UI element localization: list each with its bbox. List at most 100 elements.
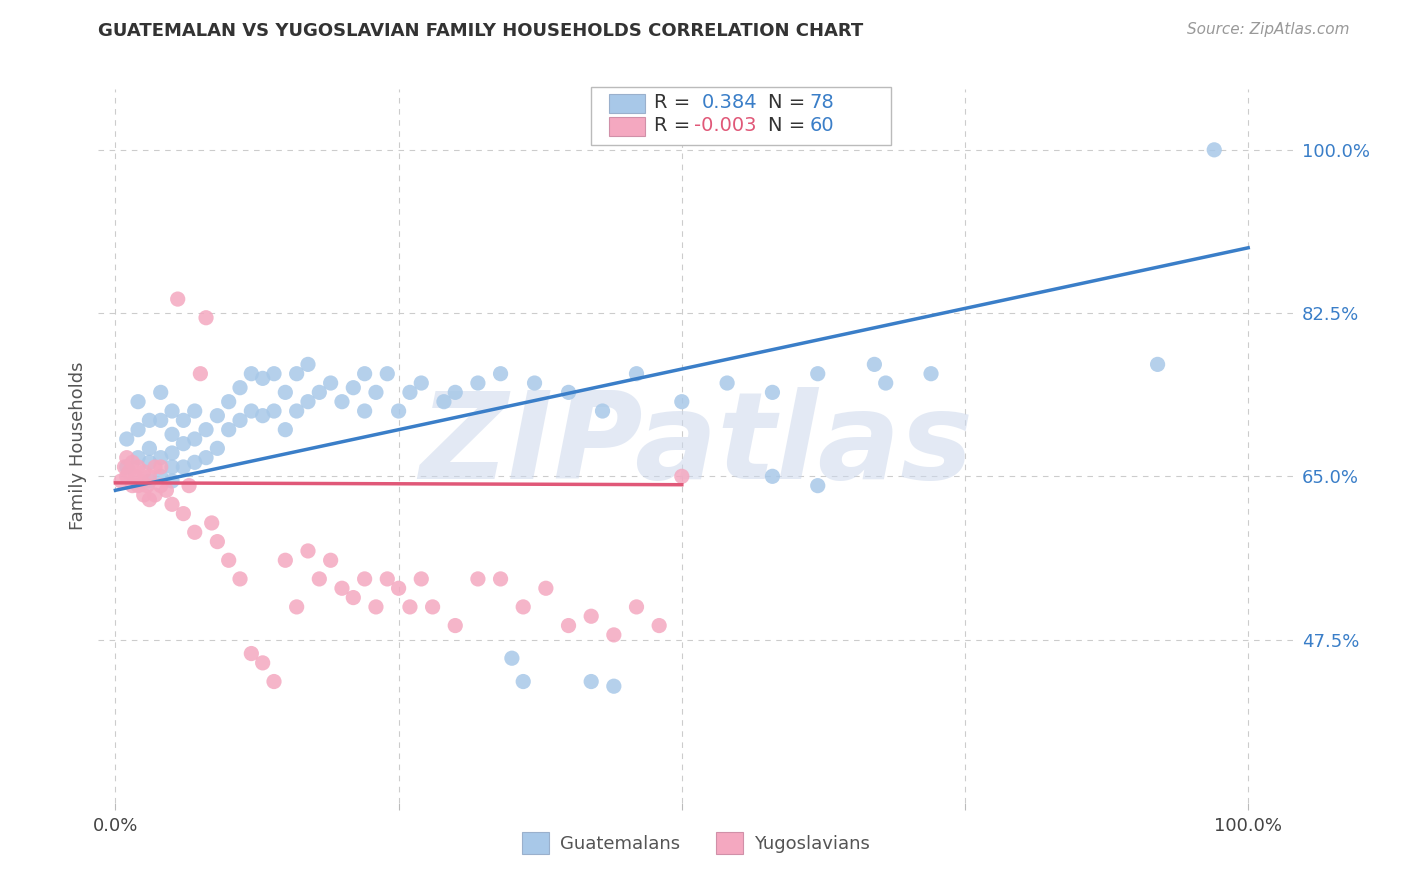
Point: [1146, 357, 1168, 371]
Point: [121, 478, 143, 492]
Point: [183, 455, 205, 469]
Point: [132, 465, 155, 479]
Point: [285, 367, 308, 381]
Point: [603, 628, 626, 642]
Point: [807, 478, 830, 492]
Point: [149, 469, 172, 483]
Point: [114, 460, 136, 475]
Text: 78: 78: [810, 93, 834, 112]
Point: [143, 460, 166, 475]
Point: [127, 460, 149, 475]
Point: [115, 460, 138, 475]
Point: [671, 469, 693, 483]
Point: [342, 381, 364, 395]
Point: [297, 394, 319, 409]
Point: [110, 474, 132, 488]
Point: [716, 376, 738, 390]
Y-axis label: Family Households: Family Households: [69, 362, 87, 530]
Point: [579, 609, 602, 624]
Point: [207, 409, 229, 423]
Point: [118, 465, 141, 479]
Point: [489, 572, 512, 586]
Point: [177, 478, 200, 492]
Point: [422, 599, 444, 614]
FancyBboxPatch shape: [609, 95, 644, 112]
Point: [411, 572, 433, 586]
Point: [467, 376, 489, 390]
Point: [364, 599, 387, 614]
Point: [297, 544, 319, 558]
Point: [229, 572, 252, 586]
Point: [138, 413, 160, 427]
Point: [399, 385, 422, 400]
Text: -0.003: -0.003: [693, 116, 756, 135]
Text: 60: 60: [810, 116, 834, 135]
Point: [183, 404, 205, 418]
Point: [364, 385, 387, 400]
Point: [127, 423, 149, 437]
Point: [319, 553, 342, 567]
Point: [155, 483, 177, 498]
Text: R =: R =: [654, 116, 690, 135]
Point: [353, 367, 375, 381]
Point: [671, 394, 693, 409]
Point: [1204, 143, 1226, 157]
Point: [207, 442, 229, 456]
Point: [285, 599, 308, 614]
Point: [375, 572, 398, 586]
Point: [399, 599, 422, 614]
Point: [388, 581, 411, 595]
Point: [160, 460, 183, 475]
Point: [297, 357, 319, 371]
Point: [263, 674, 285, 689]
Text: ZIPatlas: ZIPatlas: [419, 387, 973, 505]
Point: [512, 599, 534, 614]
Point: [512, 674, 534, 689]
Point: [121, 455, 143, 469]
Point: [138, 474, 160, 488]
Point: [149, 450, 172, 465]
FancyBboxPatch shape: [591, 87, 891, 145]
Point: [761, 469, 783, 483]
Legend: Guatemalans, Yugoslavians: Guatemalans, Yugoslavians: [515, 825, 877, 862]
Point: [160, 474, 183, 488]
Point: [207, 534, 229, 549]
Point: [127, 394, 149, 409]
Point: [592, 404, 614, 418]
Point: [330, 394, 353, 409]
Point: [138, 492, 160, 507]
Point: [149, 478, 172, 492]
Point: [240, 367, 263, 381]
Point: [115, 432, 138, 446]
Point: [160, 404, 183, 418]
Point: [183, 432, 205, 446]
Point: [489, 367, 512, 381]
Point: [411, 376, 433, 390]
Point: [229, 413, 252, 427]
Point: [143, 488, 166, 502]
Point: [149, 413, 172, 427]
Point: [252, 656, 274, 670]
Point: [125, 469, 148, 483]
Text: GUATEMALAN VS YUGOSLAVIAN FAMILY HOUSEHOLDS CORRELATION CHART: GUATEMALAN VS YUGOSLAVIAN FAMILY HOUSEHO…: [98, 22, 863, 40]
Point: [166, 292, 188, 306]
Point: [160, 446, 183, 460]
Point: [353, 572, 375, 586]
Point: [138, 442, 160, 456]
Point: [127, 478, 149, 492]
Point: [467, 572, 489, 586]
Point: [138, 455, 160, 469]
Point: [172, 507, 194, 521]
Point: [160, 427, 183, 442]
Point: [920, 367, 942, 381]
Point: [274, 385, 297, 400]
Point: [557, 385, 579, 400]
Point: [308, 385, 330, 400]
Point: [648, 618, 671, 632]
Point: [201, 516, 224, 530]
Text: 0.384: 0.384: [702, 93, 758, 112]
Point: [626, 599, 648, 614]
Point: [129, 474, 152, 488]
Point: [807, 367, 830, 381]
Point: [875, 376, 897, 390]
